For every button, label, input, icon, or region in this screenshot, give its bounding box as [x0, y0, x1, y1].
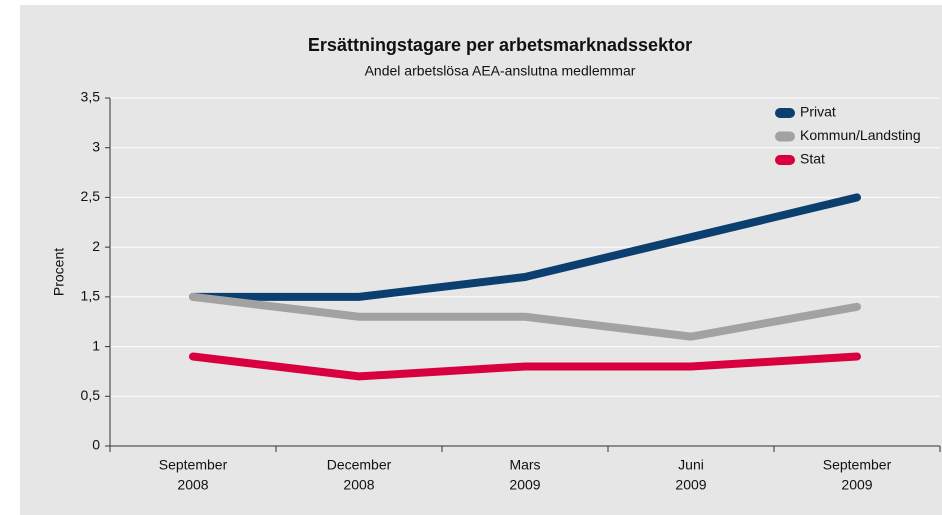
- y-tick-label: 1: [92, 337, 100, 353]
- x-tick-label: 2008: [177, 477, 208, 493]
- chart-subtitle: Andel arbetslösa AEA-anslutna medlemmar: [365, 63, 636, 79]
- chart-background: [20, 5, 942, 515]
- y-tick-label: 3: [92, 138, 100, 154]
- y-tick-label: 2: [92, 238, 100, 254]
- series-line: [189, 352, 861, 381]
- x-tick-label: 2009: [509, 477, 540, 493]
- series-line: [189, 193, 861, 301]
- x-tick-label: Juni: [678, 457, 704, 473]
- legend-label: Kommun/Landsting: [800, 127, 921, 143]
- series-line: [189, 292, 861, 341]
- legend-label: Stat: [800, 151, 825, 167]
- y-tick-label: 0: [92, 437, 100, 453]
- legend-label: Privat: [800, 104, 836, 120]
- chart-title: Ersättningstagare per arbetsmarknadssekt…: [308, 35, 692, 55]
- x-tick-label: December: [327, 457, 392, 473]
- x-tick-label: September: [823, 457, 892, 473]
- x-tick-label: September: [159, 457, 228, 473]
- x-tick-label: 2009: [675, 477, 706, 493]
- x-tick-label: 2009: [841, 477, 872, 493]
- y-tick-label: 2,5: [81, 188, 101, 204]
- y-tick-label: 1,5: [81, 288, 101, 304]
- y-tick-label: 3,5: [81, 89, 101, 105]
- x-tick-label: 2008: [343, 477, 374, 493]
- y-tick-label: 0,5: [81, 387, 101, 403]
- x-tick-label: Mars: [509, 457, 540, 473]
- y-axis-label: Procent: [51, 248, 67, 296]
